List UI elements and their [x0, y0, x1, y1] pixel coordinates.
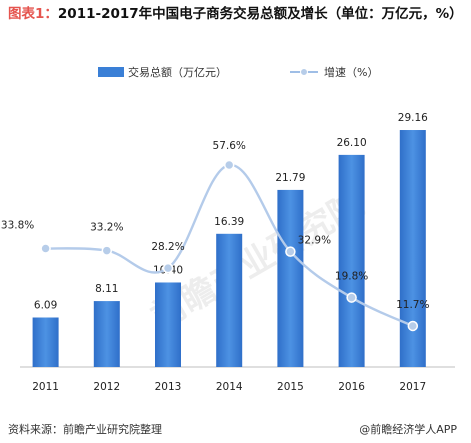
growth-label-2017: 11.7%: [396, 299, 429, 311]
growth-line: [40, 159, 419, 332]
growth-point-2017: [407, 320, 419, 332]
growth-point-2013: [162, 262, 174, 274]
legend-label-bar: 交易总额（万亿元）: [128, 65, 227, 79]
bar-2015: [277, 189, 304, 367]
growth-point-2014: [223, 159, 235, 171]
growth-labels: 33.8% 33.2% 28.2% 57.6% 32.9% 19.8% 11.7%: [1, 140, 430, 311]
x-tick-2012: 2012: [93, 381, 120, 393]
x-tick-2014: 2014: [216, 381, 243, 393]
bar-value-label-2012: 8.11: [95, 283, 118, 295]
chart: 前瞻产业研究院 交易总额（万亿元） 增速（%） 6.098.1110.4016.…: [1, 65, 455, 393]
chart-title-lead: 图表1：: [8, 6, 58, 22]
x-tick-2011: 2011: [32, 381, 59, 393]
bar-value-label-2015: 21.79: [275, 172, 305, 184]
chart-title: 图表1：2011-2017年中国电子商务交易总额及增长（单位：万亿元，%）: [8, 4, 463, 25]
bar-2012: [93, 301, 120, 367]
x-tick-labels: 2011 2012 2013 2014 2015 2016 2017: [32, 381, 426, 393]
bar-2017: [399, 130, 426, 367]
growth-label-2011: 33.8%: [1, 219, 34, 231]
bar-2013: [155, 282, 181, 367]
x-tick-2015: 2015: [277, 381, 304, 393]
bar-value-label-2014: 16.39: [214, 216, 244, 228]
legend-label-line: 增速（%）: [324, 65, 378, 79]
legend: 交易总额（万亿元） 增速（%）: [98, 65, 378, 79]
chart-title-text: 2011-2017年中国电子商务交易总额及增长（单位：万亿元，%）: [57, 6, 463, 22]
growth-label-2012: 33.2%: [90, 222, 123, 234]
brand-credit: @前瞻经济学人APP: [359, 423, 457, 436]
growth-point-2011: [40, 243, 51, 254]
growth-label-2016: 19.8%: [335, 271, 368, 283]
growth-point-2015: [285, 246, 296, 257]
bar-value-label-2017: 29.16: [398, 112, 428, 124]
source-note: 资料来源：前瞻产业研究院整理: [8, 423, 162, 436]
bars: [32, 130, 426, 367]
x-tick-2016: 2016: [338, 381, 365, 393]
bar-2011: [32, 317, 59, 367]
legend-swatch-marker: [300, 68, 308, 76]
growth-point-2012: [101, 245, 113, 256]
x-tick-2017: 2017: [399, 381, 426, 393]
growth-point-2016: [346, 292, 357, 303]
growth-label-2015: 32.9%: [298, 235, 331, 247]
growth-label-2014: 57.6%: [213, 140, 246, 152]
bar-2016: [338, 154, 365, 367]
bar-2014: [216, 233, 243, 367]
x-tick-2013: 2013: [155, 381, 182, 393]
legend-swatch-bar: [98, 67, 124, 77]
growth-label-2013: 28.2%: [151, 241, 184, 253]
bar-value-label-2011: 6.09: [34, 300, 57, 312]
bar-value-label-2016: 26.10: [337, 137, 367, 149]
